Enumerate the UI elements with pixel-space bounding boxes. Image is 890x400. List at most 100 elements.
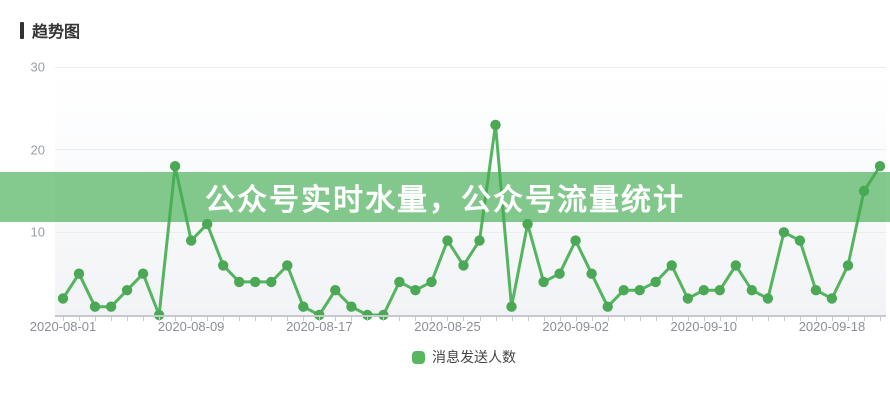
x-tick [767, 317, 769, 321]
x-tick [591, 317, 593, 321]
x-tick [863, 317, 865, 321]
x-tick [463, 317, 465, 321]
data-point-2020-08-22[interactable] [394, 276, 405, 288]
data-point-2020-08-26[interactable] [458, 260, 469, 271]
data-point-2020-08-06[interactable] [137, 268, 149, 279]
data-point-2020-09-06[interactable] [634, 285, 645, 296]
data-point-2020-09-01[interactable] [554, 268, 565, 279]
x-tick [447, 317, 449, 321]
x-tick [847, 317, 849, 321]
data-point-2020-09-16[interactable] [794, 235, 806, 246]
data-point-2020-08-29[interactable] [506, 301, 517, 312]
data-point-2020-09-15[interactable] [778, 227, 790, 238]
data-point-2020-08-08[interactable] [169, 161, 181, 172]
data-point-2020-08-05[interactable] [121, 285, 133, 296]
promo-overlay-text: 公众号实时水量，公众号流量统计 [205, 184, 685, 217]
x-tick [575, 317, 577, 321]
x-tick [687, 317, 689, 321]
data-point-2020-09-12[interactable] [730, 260, 741, 271]
legend-item-message-senders[interactable]: 消息发送人数 [412, 347, 516, 367]
promo-overlay-banner: 公众号实时水量，公众号流量统计 [0, 172, 890, 222]
data-point-2020-08-19[interactable] [346, 301, 357, 312]
data-point-2020-08-28[interactable] [490, 119, 501, 131]
x-tick [351, 317, 353, 321]
x-tick-label-2020-08-01: 2020-08-01 [29, 319, 97, 334]
data-point-2020-08-15[interactable] [282, 260, 293, 271]
x-tick [751, 317, 753, 321]
x-tick [383, 317, 385, 321]
data-point-2020-09-05[interactable] [618, 285, 629, 296]
legend-label: 消息发送人数 [432, 349, 516, 365]
data-point-2020-09-11[interactable] [714, 285, 725, 296]
line-series-layer[interactable] [55, 67, 886, 321]
x-tick [63, 317, 64, 321]
data-point-2020-08-31[interactable] [538, 276, 549, 288]
data-point-2020-09-21[interactable] [874, 161, 886, 172]
x-tick [607, 317, 609, 321]
data-point-2020-09-09[interactable] [682, 293, 693, 304]
data-point-2020-09-10[interactable] [698, 285, 709, 296]
x-tick [655, 317, 657, 321]
x-tick [703, 317, 705, 321]
x-tick [415, 317, 417, 321]
data-point-2020-09-02[interactable] [570, 235, 581, 246]
data-point-2020-09-19[interactable] [842, 260, 854, 271]
data-point-2020-08-01[interactable] [57, 293, 69, 304]
x-tick [719, 317, 721, 321]
data-point-2020-08-27[interactable] [474, 235, 485, 246]
chart-title: 趋势图 [20, 18, 80, 42]
data-point-2020-08-03[interactable] [89, 301, 101, 312]
x-tick [495, 317, 497, 321]
x-tick [287, 317, 289, 321]
y-tick-label-30: 30 [30, 59, 45, 75]
x-tick [623, 317, 625, 321]
data-point-2020-08-24[interactable] [426, 276, 437, 288]
x-tick [559, 317, 561, 321]
data-point-2020-08-09[interactable] [186, 235, 197, 246]
x-tick [543, 317, 545, 321]
data-point-2020-09-13[interactable] [746, 285, 757, 296]
x-tick [223, 317, 225, 321]
x-tick-label-2020-08-09: 2020-08-09 [157, 319, 225, 334]
data-point-2020-08-16[interactable] [298, 301, 309, 312]
x-tick-label-2020-08-25: 2020-08-25 [414, 319, 481, 334]
x-tick [255, 317, 257, 321]
x-tick [831, 317, 833, 321]
chart-title-label: 趋势图 [32, 24, 81, 41]
x-tick [671, 317, 673, 321]
data-point-2020-08-11[interactable] [218, 260, 229, 271]
data-point-2020-09-17[interactable] [810, 285, 822, 296]
x-tick [191, 317, 193, 321]
x-tick [95, 317, 97, 321]
x-tick [511, 317, 513, 321]
data-point-2020-09-18[interactable] [826, 293, 838, 304]
x-tick [479, 317, 481, 321]
data-point-2020-08-12[interactable] [234, 276, 245, 288]
x-tick [639, 317, 641, 321]
data-point-2020-09-14[interactable] [762, 293, 774, 304]
data-point-2020-08-04[interactable] [105, 301, 117, 312]
x-tick [367, 317, 369, 321]
x-tick [735, 317, 737, 321]
data-point-2020-08-14[interactable] [266, 276, 277, 288]
legend-marker-icon [412, 350, 425, 364]
x-tick [799, 317, 801, 321]
data-point-2020-09-03[interactable] [586, 268, 597, 279]
x-tick [880, 317, 881, 321]
x-tick [431, 317, 433, 321]
gridline-y-30 [55, 66, 886, 68]
data-point-2020-08-18[interactable] [330, 285, 341, 296]
data-point-2020-09-08[interactable] [666, 260, 677, 271]
y-tick-label-10: 10 [30, 224, 45, 240]
x-tick [527, 317, 529, 321]
x-tick [399, 317, 401, 321]
data-point-2020-08-23[interactable] [410, 285, 421, 296]
x-tick-label-2020-09-02: 2020-09-02 [542, 319, 609, 334]
data-point-2020-08-02[interactable] [73, 268, 85, 279]
data-point-2020-08-25[interactable] [442, 235, 453, 246]
title-accent-bar [20, 21, 24, 39]
data-point-2020-09-07[interactable] [650, 276, 661, 288]
data-point-2020-08-13[interactable] [250, 276, 261, 288]
x-tick [111, 317, 113, 321]
data-point-2020-09-04[interactable] [602, 301, 613, 312]
